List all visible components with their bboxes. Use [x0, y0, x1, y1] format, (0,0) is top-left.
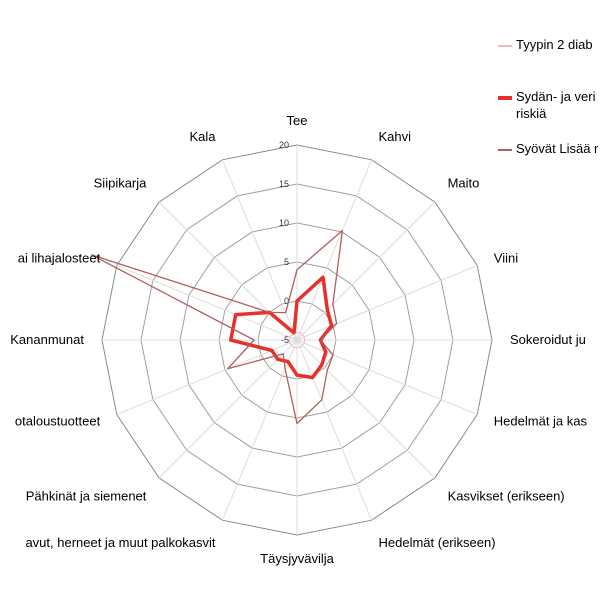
legend-label-series-2-line-1: Sydän- ja veri	[516, 89, 596, 104]
legend-item-series-2: Sydän- ja veri riskiä	[498, 88, 600, 136]
legend-label-series-2-line-2: riskiä	[516, 106, 547, 121]
category-label: avut, herneet ja muut palkokasvit	[25, 535, 215, 550]
grid-spoke	[296, 264, 478, 341]
category-label: Viini	[494, 251, 518, 266]
category-label: Hedelmät (erikseen)	[379, 535, 496, 550]
grid-spoke	[221, 339, 298, 521]
category-label: Kala	[189, 129, 216, 144]
category-labels: Tee Kahvi Maito Viini Sokeroidut ju Hedelmät …	[10, 113, 587, 566]
radar-series	[90, 229, 344, 425]
radial-tick-label: 0	[284, 296, 289, 306]
chart-legend: Tyypin 2 diab Sydän- ja veri riskiä Syöv…	[498, 36, 600, 188]
category-label: Maito	[448, 175, 480, 190]
grid-spoke	[116, 339, 298, 416]
category-label: Täysjyväviljа	[260, 551, 334, 566]
category-label: Tee	[287, 113, 308, 128]
legend-label-series-1: Tyypin 2 diab	[516, 37, 593, 52]
radial-tick-label: -5	[281, 335, 289, 345]
category-label: Hedelmät ja kas	[494, 414, 588, 429]
legend-swatch-series-2	[498, 96, 512, 100]
grid-spoke	[296, 339, 373, 521]
category-label: Siipikarja	[94, 175, 148, 190]
radial-tick-label: 10	[279, 218, 289, 228]
radial-tick-label: 15	[279, 179, 289, 189]
legend-swatch-series-1	[498, 45, 512, 47]
category-label: Kasvikset (erikseen)	[448, 489, 565, 504]
radial-tick-label: 5	[284, 257, 289, 267]
radial-tick-labels: -5 0 5 10 15 20	[279, 140, 289, 345]
category-label: ai lihajalosteet	[18, 251, 101, 266]
grid-spoke	[221, 159, 298, 341]
legend-swatch-series-3	[498, 149, 512, 151]
legend-label-series-2: Sydän- ja veri riskiä	[516, 88, 595, 122]
category-label: Kananmunat	[10, 332, 84, 347]
legend-label-series-3: Syövät Lisää r	[516, 141, 599, 156]
series-line-3	[90, 229, 344, 425]
grid-spoke	[116, 264, 298, 341]
category-label: Pähkinät ja siemenet	[26, 489, 147, 504]
grid-spoke	[296, 159, 373, 341]
grid-spoke	[158, 339, 298, 479]
grid-spoke	[296, 201, 436, 341]
radar-grid	[101, 144, 493, 536]
category-label: Kahvi	[379, 129, 412, 144]
radial-tick-label: 20	[279, 140, 289, 150]
category-label: otaloustuotteet	[15, 414, 101, 429]
series-line-1	[288, 331, 306, 349]
legend-item-series-1: Tyypin 2 diab	[498, 36, 600, 84]
grid-spoke	[296, 339, 436, 479]
category-label: Sokeroidut ju	[510, 332, 586, 347]
legend-item-series-3: Syövät Lisää r	[498, 140, 600, 188]
series-line-2	[228, 275, 334, 380]
